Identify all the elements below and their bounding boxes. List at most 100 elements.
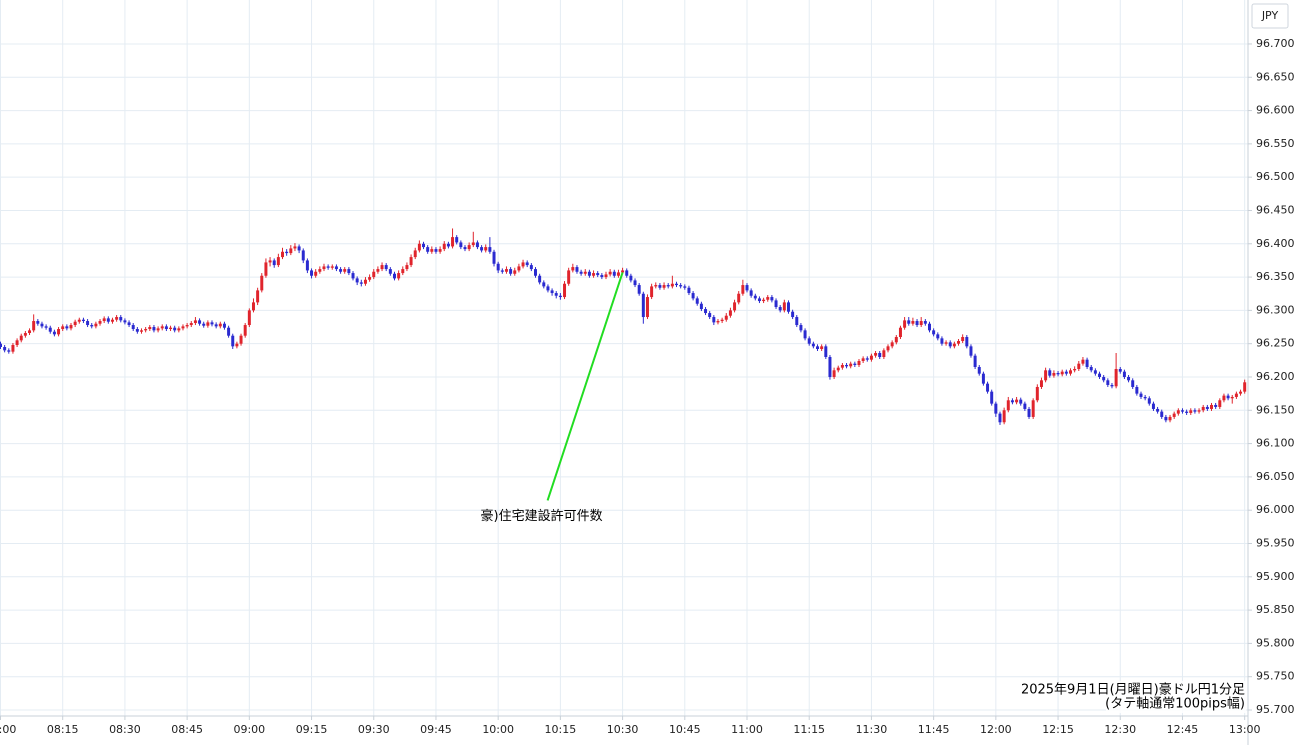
candle-body [1015, 399, 1019, 403]
x-tick-label: 12:00 [980, 723, 1012, 736]
candle-body [699, 303, 703, 310]
candle-body [106, 318, 110, 322]
candle-body [513, 270, 517, 274]
candle-body [1160, 411, 1164, 417]
candle-body [753, 295, 757, 299]
candle-body [973, 355, 977, 367]
candle-body [218, 323, 222, 327]
candle-body [932, 330, 936, 335]
candle-body [828, 357, 832, 377]
candle-body [455, 237, 459, 243]
candle-body [637, 285, 641, 294]
candle-body [1010, 400, 1014, 403]
candle-body [977, 366, 981, 374]
candle-body [1023, 403, 1027, 409]
y-tick-label: 96.200 [1256, 370, 1295, 383]
candle-body [616, 272, 620, 276]
candle-body [704, 309, 708, 314]
x-tick-label: 13:00 [1229, 723, 1261, 736]
candle-body [355, 278, 359, 283]
price-axis-panel [1248, 0, 1300, 745]
candle-body [52, 331, 56, 335]
candle-body [786, 302, 790, 312]
candle-body [770, 297, 774, 301]
candle-body [1168, 416, 1172, 421]
candle-body [69, 325, 73, 329]
candle-body [712, 317, 716, 323]
candle-body [1131, 380, 1135, 387]
candle-body [521, 262, 525, 267]
candle-body [1122, 371, 1126, 377]
candle-body [1164, 416, 1168, 421]
candle-body [144, 329, 148, 331]
candle-body [181, 326, 185, 329]
candle-body [981, 373, 985, 384]
candle-body [496, 263, 500, 271]
candle-body [861, 358, 865, 361]
candle-body [169, 327, 173, 330]
candle-body [504, 269, 508, 272]
candle-body [281, 251, 285, 258]
candle-body [952, 343, 956, 347]
candle-body [247, 310, 251, 326]
candle-body [285, 251, 289, 254]
candle-body [654, 285, 658, 287]
x-tick-label: 11:15 [793, 723, 825, 736]
candle-body [683, 286, 687, 288]
candle-body [687, 287, 691, 294]
candle-body [824, 346, 828, 358]
candle-body [127, 322, 131, 326]
candle-body [774, 300, 778, 308]
candle-body [343, 269, 347, 272]
candle-body [413, 250, 417, 258]
y-tick-label: 96.250 [1256, 337, 1295, 350]
candle-body [878, 353, 882, 358]
candle-body [583, 271, 587, 274]
candle-body [73, 321, 77, 326]
candle-body [509, 269, 513, 274]
x-tick-label: 08:30 [109, 723, 141, 736]
candle-body [227, 327, 231, 336]
caption-bg [1106, 681, 1246, 713]
y-tick-label: 95.900 [1256, 570, 1295, 583]
y-tick-label: 96.500 [1256, 170, 1295, 183]
candle-body [77, 319, 81, 322]
candle-body [1214, 404, 1218, 407]
candle-body [724, 315, 728, 320]
candle-body [944, 342, 948, 344]
candle-body [1002, 410, 1006, 423]
candle-body [214, 324, 218, 327]
candle-body [778, 307, 782, 311]
candle-body [1118, 368, 1122, 372]
candle-body [276, 257, 280, 266]
candle-body [890, 342, 894, 347]
candle-body [293, 246, 297, 249]
candle-body [1151, 403, 1155, 409]
candle-body [762, 299, 766, 302]
candle-body [442, 243, 446, 250]
candle-body [1226, 395, 1230, 399]
candle-body [803, 330, 807, 339]
candle-body [81, 319, 85, 322]
x-tick-label: 08:45 [171, 723, 203, 736]
candle-body [210, 322, 214, 325]
candle-body [534, 269, 537, 276]
candle-body [189, 323, 193, 326]
candle-body [579, 271, 583, 274]
candle-body [492, 251, 496, 264]
candle-body [3, 347, 7, 351]
candle-body [430, 249, 434, 252]
candle-body [1180, 410, 1184, 412]
candle-body [90, 325, 94, 327]
candle-body [1064, 371, 1068, 374]
candle-body [347, 269, 351, 274]
candle-body [1069, 370, 1072, 374]
candle-body [1027, 408, 1031, 417]
candle-body [119, 317, 123, 321]
y-tick-label: 95.850 [1256, 603, 1295, 616]
candle-body [467, 245, 471, 250]
x-tick-label: 09:00 [233, 723, 265, 736]
candle-body [1127, 376, 1131, 381]
y-tick-label: 96.600 [1256, 104, 1295, 117]
candle-body [185, 325, 189, 327]
